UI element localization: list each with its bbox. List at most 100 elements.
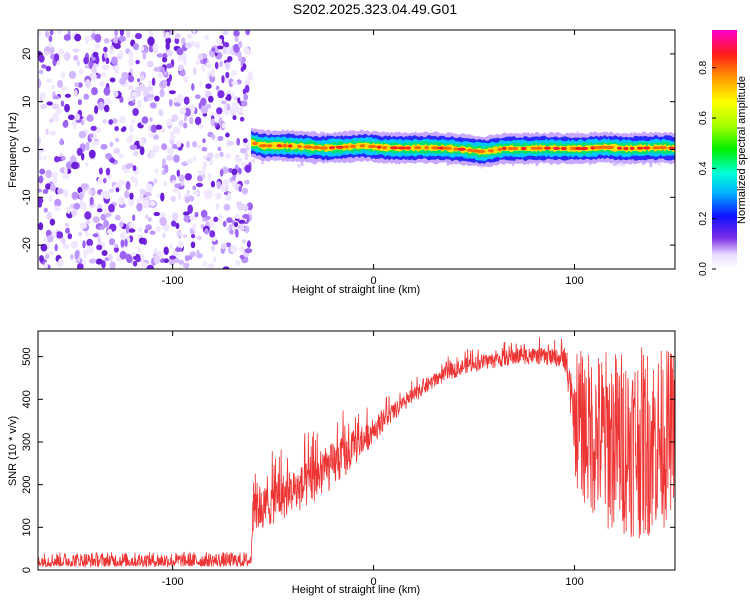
noise-speckle [150, 200, 156, 207]
noise-speckle [192, 30, 196, 34]
noise-speckle [38, 155, 43, 161]
noise-speckle [103, 177, 107, 184]
noise-speckle [45, 78, 53, 84]
noise-speckle [149, 117, 153, 122]
noise-speckle [162, 223, 170, 232]
track-peak [349, 144, 357, 148]
noise-speckle [45, 128, 49, 136]
noise-speckle [84, 162, 89, 167]
noise-speckle [197, 53, 204, 61]
noise-speckle [66, 206, 71, 215]
noise-speckle [200, 105, 208, 114]
noise-speckle [168, 74, 172, 82]
noise-speckle [236, 137, 241, 146]
x-tick-label: 100 [565, 275, 583, 287]
noise-speckle [132, 108, 139, 116]
noise-speckle [63, 189, 69, 198]
track-peak [424, 146, 430, 150]
noise-speckle [195, 182, 204, 188]
y-tick-label: 100 [21, 518, 33, 536]
noise-speckle [657, 162, 662, 166]
noise-speckle [235, 228, 239, 238]
noise-speckle [95, 258, 103, 265]
noise-speckle [248, 210, 253, 215]
noise-speckle [105, 167, 111, 176]
noise-speckle [40, 103, 47, 110]
noise-speckle [115, 137, 119, 143]
noise-speckle [244, 225, 250, 234]
noise-speckle [118, 180, 126, 185]
noise-speckle [238, 185, 242, 192]
noise-speckle [191, 234, 196, 239]
noise-speckle [77, 82, 83, 88]
noise-speckle [210, 118, 216, 127]
noise-speckle [82, 202, 87, 212]
noise-speckle [118, 196, 125, 205]
noise-speckle [43, 51, 51, 55]
noise-speckle [137, 247, 141, 253]
noise-speckle [178, 259, 185, 265]
noise-speckle [196, 235, 202, 241]
noise-speckle [234, 35, 239, 42]
noise-speckle [160, 192, 165, 202]
noise-speckle [225, 195, 230, 202]
track-peak [668, 146, 675, 150]
track-peak [543, 146, 552, 150]
noise-speckle [214, 61, 219, 70]
noise-speckle [231, 168, 238, 176]
noise-speckle [222, 220, 227, 227]
noise-speckle [90, 125, 97, 131]
noise-speckle [68, 70, 77, 79]
noise-speckle [214, 153, 220, 159]
noise-speckle [118, 35, 127, 42]
noise-speckle [153, 66, 161, 72]
noise-speckle [103, 86, 111, 96]
noise-speckle [145, 86, 153, 91]
noise-speckle [225, 132, 230, 138]
track-peak [276, 144, 283, 148]
noise-speckle [204, 228, 209, 235]
noise-speckle [222, 30, 229, 36]
noise-speckle [77, 263, 84, 269]
noise-speckle [108, 238, 116, 246]
spectrogram-noise-region [38, 30, 675, 269]
noise-speckle [233, 221, 239, 228]
noise-speckle [126, 30, 131, 39]
noise-speckle [79, 222, 87, 229]
noise-speckle [120, 231, 126, 240]
noise-speckle [111, 56, 118, 65]
noise-speckle [179, 69, 186, 77]
noise-speckle [108, 188, 115, 193]
noise-speckle [150, 124, 157, 133]
noise-speckle [136, 198, 141, 204]
x-tick-label: -100 [162, 576, 184, 588]
noise-speckle [191, 83, 195, 91]
spectrogram-y-label: Frequency (Hz) [7, 112, 19, 188]
noise-speckle [243, 93, 249, 101]
noise-speckle [222, 42, 230, 48]
snr-y-label: SNR (10 * v/v) [7, 416, 19, 486]
noise-speckle [52, 178, 58, 184]
noise-speckle [144, 214, 149, 220]
noise-speckle [119, 50, 124, 58]
noise-speckle [90, 73, 97, 82]
track-peak [431, 146, 440, 150]
noise-speckle [62, 244, 70, 249]
track-peak [520, 146, 527, 151]
track-peak [475, 149, 486, 154]
noise-speckle [192, 67, 197, 76]
noise-speckle [139, 146, 145, 156]
noise-speckle [38, 69, 44, 75]
noise-speckle [237, 97, 241, 104]
noise-speckle [70, 254, 74, 260]
noise-speckle [154, 168, 159, 174]
noise-speckle [243, 138, 248, 144]
track-peak [252, 141, 258, 145]
noise-speckle [38, 137, 41, 147]
noise-speckle [53, 95, 60, 100]
noise-speckle [125, 181, 131, 190]
noise-speckle [232, 115, 237, 121]
y-tick-label: 500 [21, 347, 33, 365]
noise-speckle [177, 93, 182, 99]
